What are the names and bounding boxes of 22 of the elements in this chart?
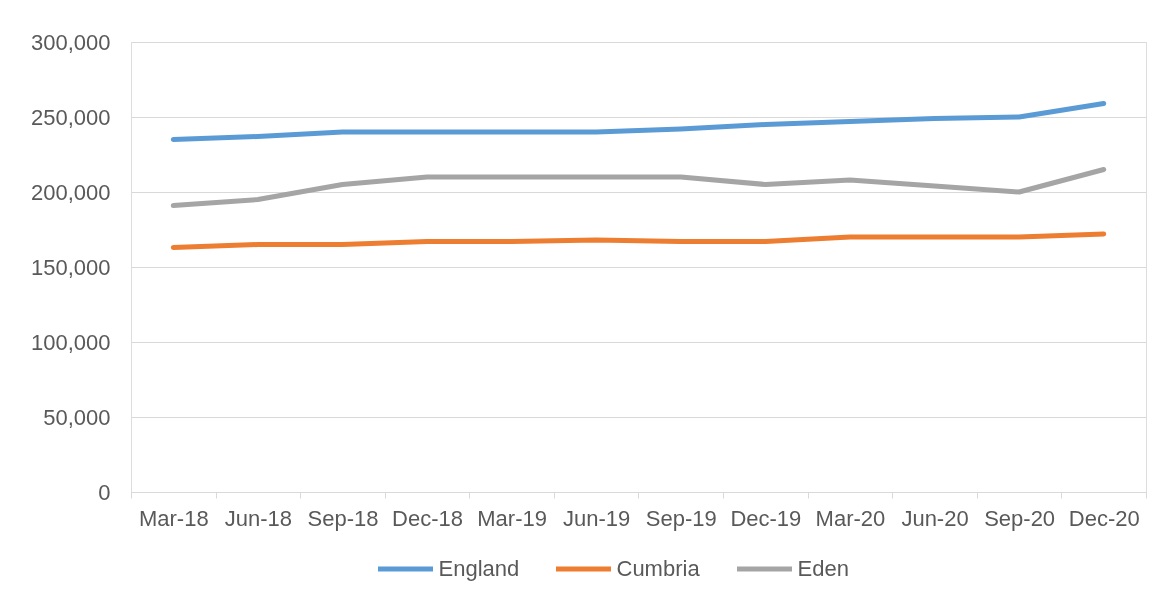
x-tick-label: Mar-18 (138, 505, 209, 531)
x-tick-label: Sep-20 (984, 505, 1056, 531)
x-tick-label: Sep-19 (645, 505, 717, 531)
y-tick-label: 150,000 (30, 254, 111, 280)
legend-label: Eden (797, 556, 849, 581)
x-tick-label: Mar-19 (477, 505, 547, 531)
y-tick-label: 100,000 (30, 329, 111, 355)
legend-label: England (438, 556, 520, 581)
x-tick-label: Sep-18 (307, 505, 379, 531)
y-tick-label: 300,000 (30, 29, 111, 55)
x-tick-label: Jun-19 (563, 505, 631, 531)
x-tick-label: Dec-18 (392, 505, 463, 531)
x-tick-label: Jun-20 (901, 505, 969, 531)
x-tick-label: Mar-20 (815, 505, 886, 531)
y-tick-label: 50,000 (43, 404, 111, 430)
x-tick-label: Dec-20 (1068, 505, 1140, 531)
x-tick-label: Dec-19 (730, 505, 802, 531)
x-tick-label: Jun-18 (224, 505, 293, 531)
y-tick-label: 200,000 (30, 179, 111, 205)
y-tick-label: 0 (98, 479, 111, 505)
legend-label: Cumbria (616, 556, 701, 581)
y-tick-label: 250,000 (30, 104, 111, 130)
